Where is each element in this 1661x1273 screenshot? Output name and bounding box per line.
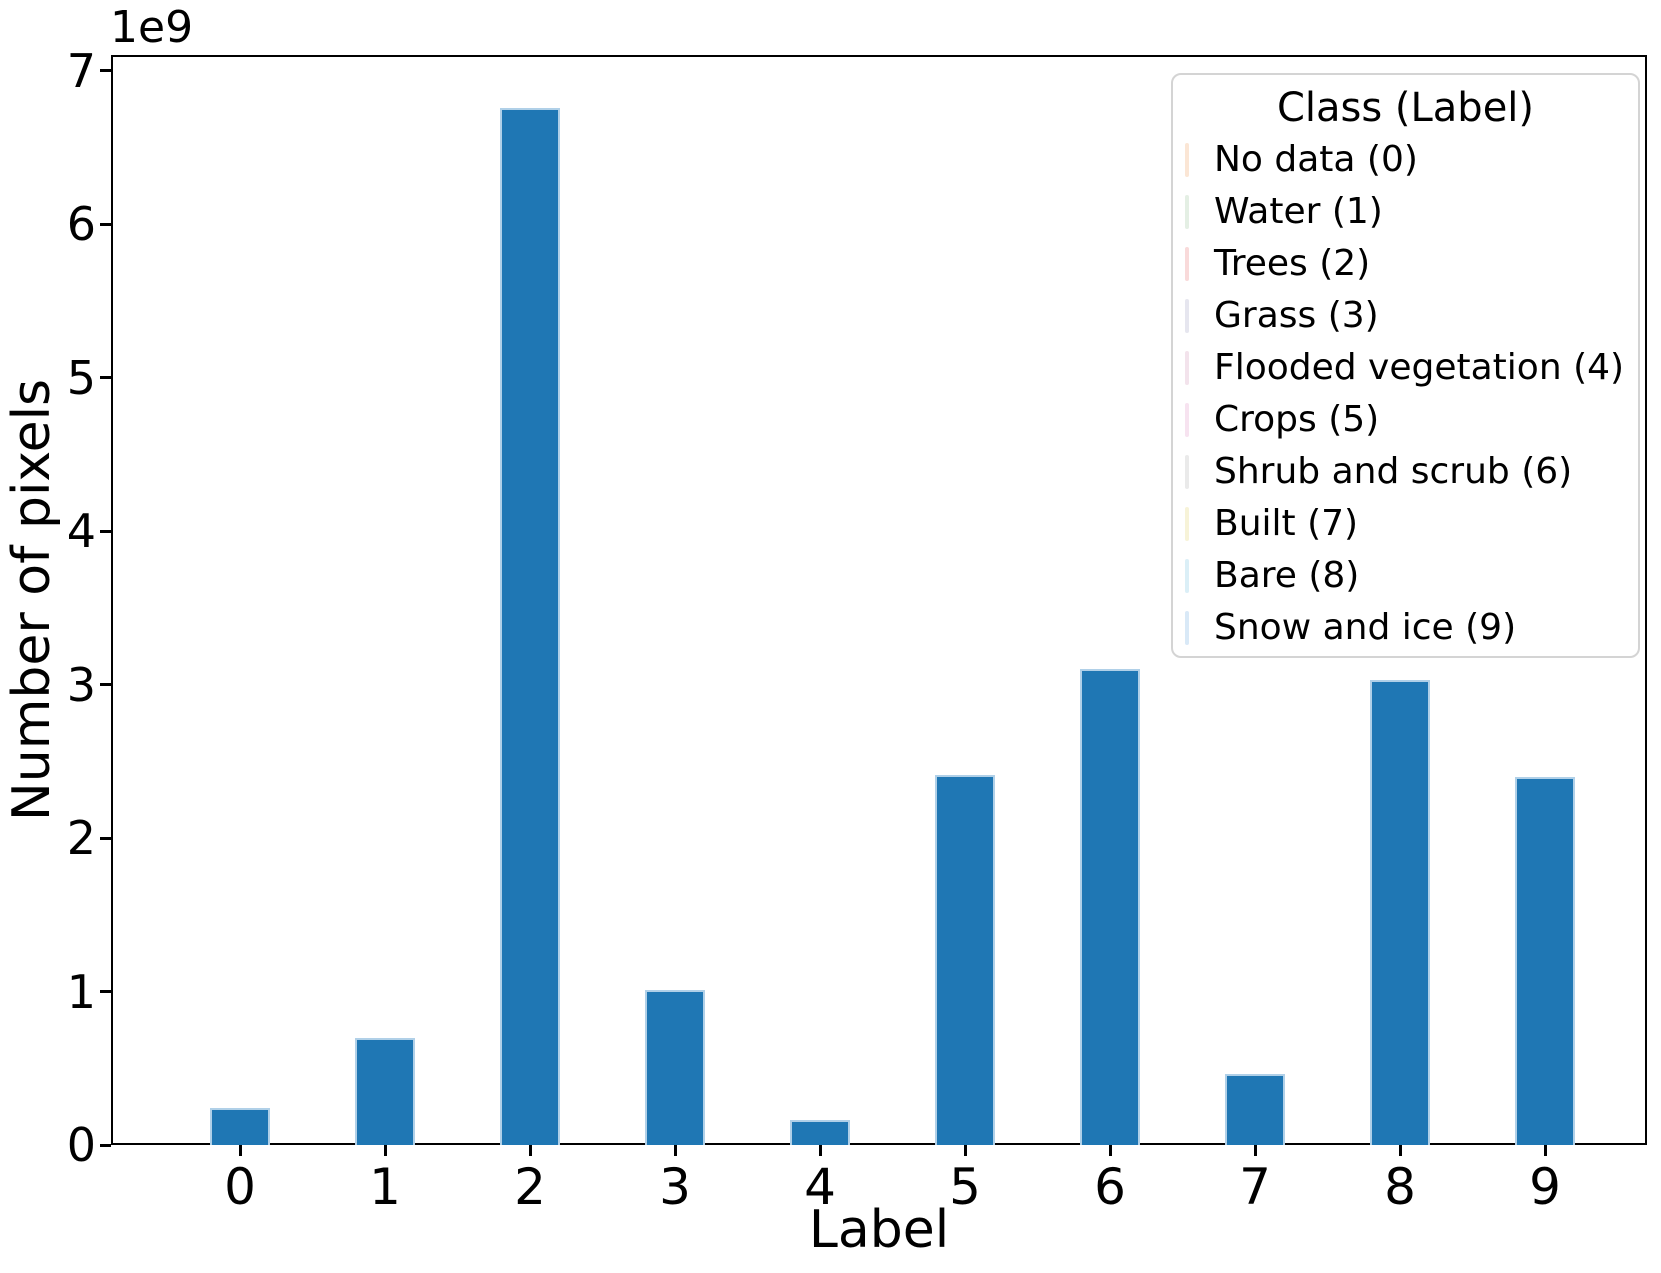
x-tick-label: 9 xyxy=(1529,1158,1561,1216)
y-axis-label: Number of pixels xyxy=(2,378,62,822)
legend-entry: Shrub and scrub (6) xyxy=(1173,446,1638,498)
legend-title: Class (Label) xyxy=(1276,85,1535,131)
y-tick-mark xyxy=(100,529,111,533)
y-tick-label: 6 xyxy=(66,197,96,252)
legend-entry-label: Flooded vegetation (4) xyxy=(1214,347,1625,388)
legend-marker-icon xyxy=(1185,403,1189,437)
legend-marker-icon xyxy=(1185,143,1189,177)
bar-6 xyxy=(1080,669,1140,1145)
x-tick-label: 4 xyxy=(804,1158,836,1216)
bar-8 xyxy=(1370,680,1430,1145)
legend-entry: Snow and ice (9) xyxy=(1173,602,1638,654)
y-tick-mark xyxy=(100,69,111,73)
legend-entry-label: Bare (8) xyxy=(1214,555,1360,596)
y-tick-mark xyxy=(100,990,111,994)
x-tick-mark xyxy=(383,1145,387,1156)
legend-marker-icon xyxy=(1185,455,1189,489)
x-tick-label: 5 xyxy=(949,1158,981,1216)
legend-entry-label: Trees (2) xyxy=(1214,243,1371,284)
x-tick-mark xyxy=(1108,1145,1112,1156)
legend: Class (Label) No data (0) Water (1) Trees … xyxy=(1171,73,1640,658)
legend-marker-icon xyxy=(1185,559,1189,593)
x-tick-label: 6 xyxy=(1094,1158,1126,1216)
legend-entry: Flooded vegetation (4) xyxy=(1173,342,1638,394)
x-tick-mark xyxy=(1253,1145,1257,1156)
x-tick-label: 0 xyxy=(224,1158,256,1216)
legend-entry: Bare (8) xyxy=(1173,550,1638,602)
y-tick-mark xyxy=(100,1143,111,1147)
legend-entry: No data (0) xyxy=(1173,134,1638,186)
legend-entry: Grass (3) xyxy=(1173,290,1638,342)
legend-marker-icon xyxy=(1185,247,1189,281)
x-tick-label: 1 xyxy=(369,1158,401,1216)
bar-2 xyxy=(500,108,560,1145)
legend-entry-label: Grass (3) xyxy=(1214,295,1379,336)
legend-entry: Trees (2) xyxy=(1173,238,1638,290)
x-tick-label: 7 xyxy=(1239,1158,1271,1216)
y-tick-label: 1 xyxy=(66,964,96,1019)
y-tick-label: 3 xyxy=(66,657,96,712)
legend-entry: Water (1) xyxy=(1173,186,1638,238)
y-tick-label: 7 xyxy=(66,43,96,98)
x-tick-label: 2 xyxy=(514,1158,546,1216)
legend-entry-label: Shrub and scrub (6) xyxy=(1214,451,1573,492)
x-tick-label: 8 xyxy=(1384,1158,1416,1216)
bar-4 xyxy=(790,1120,850,1145)
x-tick-mark xyxy=(528,1145,532,1156)
y-axis-offset-text: 1e9 xyxy=(110,2,194,53)
bar-5 xyxy=(935,775,995,1145)
legend-entry-label: Snow and ice (9) xyxy=(1214,607,1517,648)
legend-entry-label: Crops (5) xyxy=(1214,399,1380,440)
bar-1 xyxy=(355,1038,415,1145)
legend-entry: Crops (5) xyxy=(1173,394,1638,446)
x-axis-label: Label xyxy=(808,1200,950,1260)
x-tick-mark xyxy=(673,1145,677,1156)
legend-marker-icon xyxy=(1185,507,1189,541)
legend-entry-label: No data (0) xyxy=(1214,139,1418,180)
legend-entries: No data (0) Water (1) Trees (2) Grass (3) Fl… xyxy=(1173,134,1638,654)
legend-entry-label: Water (1) xyxy=(1214,191,1383,232)
x-tick-mark xyxy=(1543,1145,1547,1156)
y-tick-label: 0 xyxy=(66,1118,96,1172)
legend-marker-icon xyxy=(1185,351,1189,385)
legend-entry: Built (7) xyxy=(1173,498,1638,550)
bar-0 xyxy=(210,1108,270,1145)
x-tick-label: 3 xyxy=(659,1158,691,1216)
y-tick-mark xyxy=(100,683,111,687)
y-tick-label: 2 xyxy=(66,811,96,866)
legend-marker-icon xyxy=(1185,195,1189,229)
bar-7 xyxy=(1225,1074,1285,1145)
legend-entry-label: Built (7) xyxy=(1214,503,1359,544)
legend-marker-icon xyxy=(1185,611,1189,645)
x-tick-mark xyxy=(963,1145,967,1156)
x-tick-mark xyxy=(1398,1145,1402,1156)
y-tick-mark xyxy=(100,376,111,380)
bar-3 xyxy=(645,990,705,1145)
bar-9 xyxy=(1515,777,1575,1145)
y-tick-label: 4 xyxy=(66,504,96,559)
x-tick-mark xyxy=(818,1145,822,1156)
y-tick-mark xyxy=(100,836,111,840)
legend-marker-icon xyxy=(1185,299,1189,333)
x-tick-mark xyxy=(238,1145,242,1156)
y-tick-label: 5 xyxy=(66,350,96,405)
y-tick-mark xyxy=(100,222,111,226)
